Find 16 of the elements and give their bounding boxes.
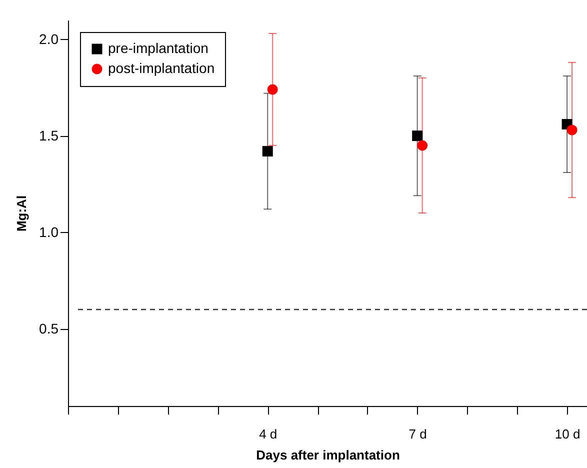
x-tick-label: 10 d — [554, 426, 580, 442]
point — [417, 140, 428, 151]
legend-label: pre-implantation — [108, 40, 208, 56]
y-tick-label: 1.5 — [39, 127, 59, 144]
point — [262, 146, 273, 156]
y-tick-label: 0.5 — [39, 320, 59, 336]
x-axis-title: Days after implantation — [256, 448, 400, 462]
y-axis-title: Mg:Al — [14, 195, 30, 232]
point — [412, 130, 423, 142]
legend-label: post-implantation — [108, 60, 215, 76]
point — [267, 84, 278, 95]
x-tick-label: 4 d — [259, 426, 278, 442]
x-tick-label: 7 d — [408, 426, 427, 442]
point — [566, 124, 578, 136]
y-tick-label: 1.0 — [39, 224, 59, 240]
y-tick-label: 2.0 — [39, 30, 59, 47]
